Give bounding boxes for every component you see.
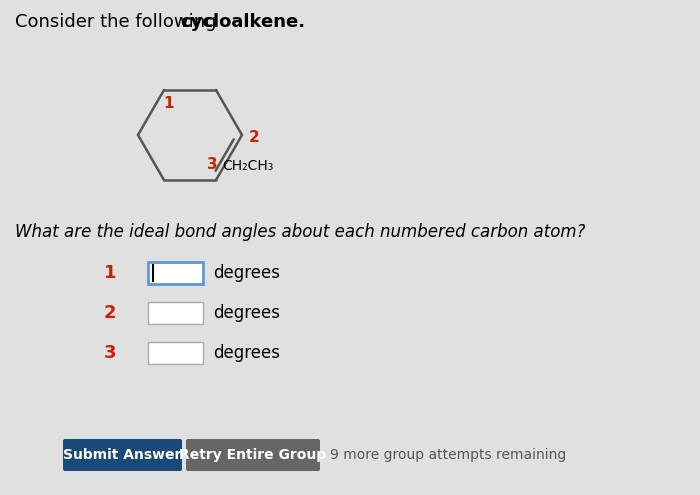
- FancyBboxPatch shape: [148, 262, 203, 284]
- Text: 2: 2: [104, 304, 116, 322]
- FancyBboxPatch shape: [63, 439, 182, 471]
- Text: 9 more group attempts remaining: 9 more group attempts remaining: [330, 448, 566, 462]
- FancyBboxPatch shape: [148, 342, 203, 364]
- Text: 2: 2: [249, 130, 260, 145]
- Text: Consider the following: Consider the following: [15, 13, 223, 31]
- Text: 3: 3: [206, 156, 217, 172]
- FancyBboxPatch shape: [186, 439, 320, 471]
- FancyBboxPatch shape: [148, 302, 203, 324]
- Text: What are the ideal bond angles about each numbered carbon atom?: What are the ideal bond angles about eac…: [15, 223, 585, 241]
- Text: degrees: degrees: [213, 344, 280, 362]
- Text: CH₂CH₃: CH₂CH₃: [222, 159, 274, 173]
- Text: degrees: degrees: [213, 304, 280, 322]
- Text: 1: 1: [164, 97, 174, 111]
- Text: 1: 1: [104, 264, 116, 282]
- Text: Submit Answer: Submit Answer: [63, 448, 182, 462]
- Text: 3: 3: [104, 344, 116, 362]
- Text: Retry Entire Group: Retry Entire Group: [179, 448, 327, 462]
- Text: degrees: degrees: [213, 264, 280, 282]
- Text: cycloalkene.: cycloalkene.: [181, 13, 306, 31]
